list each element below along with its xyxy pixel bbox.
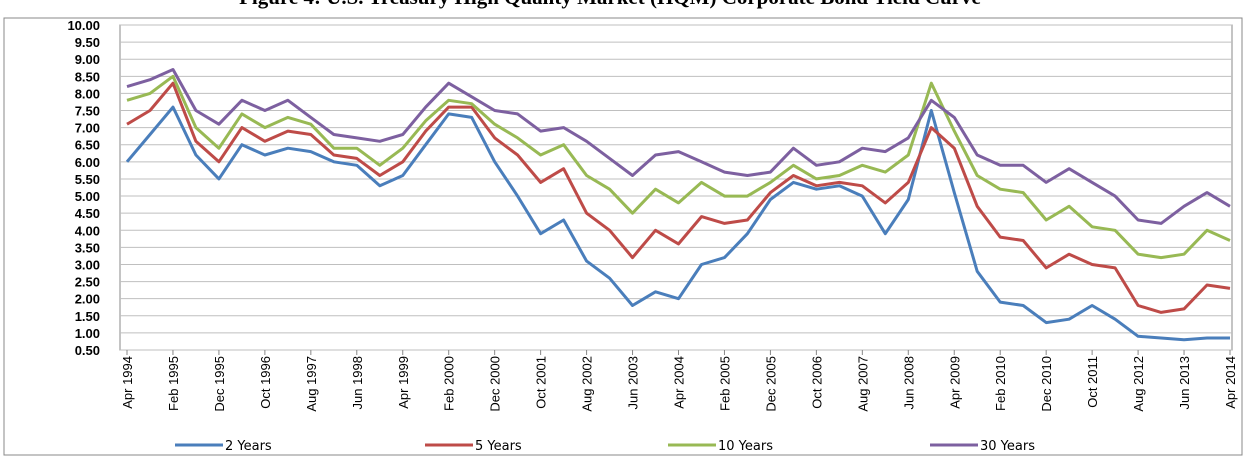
- y-tick-label: 3.00: [75, 257, 100, 272]
- y-tick-label: 7.00: [75, 121, 100, 136]
- x-tick-label: Oct 2006: [809, 356, 824, 409]
- series-line: [126, 68, 1231, 225]
- x-tick-label: Feb 2010: [993, 356, 1008, 411]
- y-tick-label: 5.50: [75, 172, 100, 187]
- x-tick-label: Aug 2012: [1131, 356, 1146, 412]
- x-tick-label: Dec 2000: [488, 356, 503, 412]
- x-tick-label: Jun 2013: [1177, 356, 1192, 410]
- y-tick-label: 9.00: [75, 52, 100, 67]
- plot-area: [119, 24, 1233, 351]
- y-tick-label: 6.50: [75, 138, 100, 153]
- x-tick-label: Feb 2005: [717, 356, 732, 411]
- x-tick-label: Oct 2001: [534, 356, 549, 409]
- x-tick-label: Dec 2005: [763, 356, 778, 412]
- series-line: [125, 105, 1230, 342]
- x-tick-label: Apr 1999: [396, 356, 411, 409]
- y-tick-label: 4.50: [75, 206, 100, 221]
- x-tick-label: Jun 2003: [626, 356, 641, 410]
- x-tick-label: Oct 2011: [1085, 356, 1100, 408]
- y-tick-label: 8.00: [75, 86, 100, 101]
- y-tick-label: 6.00: [75, 155, 100, 170]
- y-tick-label: 8.50: [75, 69, 100, 84]
- y-tick-label: 0.50: [75, 343, 100, 358]
- y-tick-label: 10.00: [67, 18, 100, 33]
- x-tick-label: Dec 1995: [212, 356, 227, 412]
- series-line: [126, 81, 1231, 314]
- y-tick-label: 2.00: [75, 292, 100, 307]
- x-tick-label: Jun 2008: [901, 356, 916, 410]
- x-tick-label: Feb 2000: [442, 356, 457, 411]
- y-tick-label: 5.00: [75, 189, 100, 204]
- y-tick-label: 4.00: [75, 223, 100, 238]
- x-tick-label: Apr 2004: [672, 356, 687, 409]
- x-tick-label: Aug 2002: [580, 356, 595, 412]
- y-tick-label: 7.50: [75, 104, 100, 119]
- y-tick-label: 3.50: [75, 240, 100, 255]
- series-line: [126, 74, 1231, 260]
- x-tick-label: Aug 2007: [855, 356, 870, 412]
- x-tick-label: Apr 1994: [120, 356, 135, 409]
- x-tick-label: Jun 1998: [350, 356, 365, 410]
- chart-border: [3, 17, 1243, 456]
- legend-label: 30 Years: [980, 439, 1035, 454]
- y-tick-label: 1.50: [75, 309, 100, 324]
- x-tick-label: Oct 1996: [258, 356, 273, 409]
- chart-title: Figure 4: U.S. Treasury High Quality Mar…: [239, 0, 981, 9]
- x-tick-label: Dec 2010: [1039, 356, 1054, 412]
- x-tick-label: Feb 1995: [166, 356, 181, 411]
- legend-label: 5 Years: [475, 439, 522, 454]
- y-tick-label: 1.00: [75, 326, 100, 341]
- x-tick-label: Apr 2014: [1223, 356, 1238, 409]
- x-tick-label: Apr 2009: [947, 356, 962, 409]
- y-tick-label: 2.50: [75, 275, 100, 290]
- y-tick-label: 9.50: [75, 35, 100, 50]
- x-tick-label: Aug 1997: [304, 356, 319, 412]
- legend-label: 2 Years: [225, 439, 272, 454]
- legend-label: 10 Years: [718, 439, 773, 454]
